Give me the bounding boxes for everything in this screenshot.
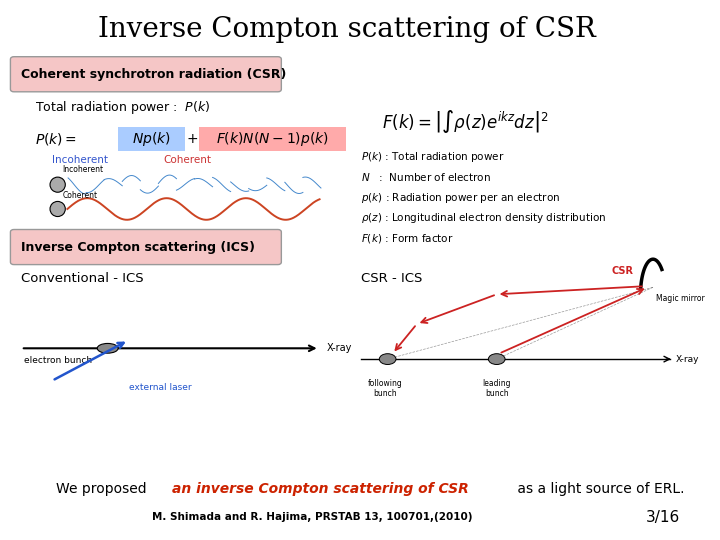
Text: $P(k)$ : Total radiation power: $P(k)$ : Total radiation power (361, 150, 505, 164)
Text: an inverse Compton scattering of CSR: an inverse Compton scattering of CSR (172, 482, 469, 496)
Text: Incoherent: Incoherent (52, 156, 108, 165)
Text: Conventional - ICS: Conventional - ICS (21, 272, 143, 285)
Text: $p(k)$ : Radiation power per an electron: $p(k)$ : Radiation power per an electron (361, 191, 561, 205)
Text: X-ray: X-ray (326, 343, 352, 353)
Text: electron bunch: electron bunch (24, 356, 92, 365)
Text: $F(k)$ : Form factor: $F(k)$ : Form factor (361, 232, 454, 245)
Text: as a light source of ERL.: as a light source of ERL. (513, 482, 684, 496)
Text: $F(k)N(N-1)p(k)$: $F(k)N(N-1)p(k)$ (216, 130, 329, 148)
FancyBboxPatch shape (199, 127, 346, 151)
Text: Magic mirror: Magic mirror (657, 294, 705, 302)
Text: Total radiation power :  $P(k)$: Total radiation power : $P(k)$ (35, 99, 210, 117)
FancyBboxPatch shape (10, 230, 282, 265)
Text: Coherent: Coherent (63, 191, 98, 200)
FancyBboxPatch shape (118, 127, 185, 151)
Text: CSR - ICS: CSR - ICS (361, 272, 423, 285)
Text: $\rho(z)$ : Longitudinal electron density distribution: $\rho(z)$ : Longitudinal electron densit… (361, 211, 606, 225)
Text: $Np(k)$: $Np(k)$ (132, 130, 171, 148)
Text: Coherent synchrotron radiation (CSR): Coherent synchrotron radiation (CSR) (21, 68, 287, 81)
Ellipse shape (488, 354, 505, 364)
Text: X-ray: X-ray (675, 355, 698, 363)
Text: Inverse Compton scattering of CSR: Inverse Compton scattering of CSR (99, 16, 596, 43)
FancyBboxPatch shape (10, 57, 282, 92)
Text: external laser: external laser (128, 383, 191, 392)
Text: $F(k) = \left|\int \rho(z)e^{ikz}dz\right|^2$: $F(k) = \left|\int \rho(z)e^{ikz}dz\righ… (382, 108, 549, 135)
Text: CSR: CSR (611, 266, 634, 276)
Text: Inverse Compton scattering (ICS): Inverse Compton scattering (ICS) (21, 240, 255, 254)
Text: leading
bunch: leading bunch (482, 379, 511, 399)
Ellipse shape (97, 343, 118, 353)
Text: We proposed: We proposed (55, 482, 150, 496)
Ellipse shape (379, 354, 396, 364)
Text: $+$: $+$ (186, 132, 198, 146)
Text: Coherent: Coherent (163, 156, 212, 165)
Text: $P(k) = $: $P(k) = $ (35, 131, 77, 147)
Text: M. Shimada and R. Hajima, PRSTAB 13, 100701,(2010): M. Shimada and R. Hajima, PRSTAB 13, 100… (153, 512, 473, 522)
Text: $N$   :  Number of electron: $N$ : Number of electron (361, 171, 491, 183)
Text: following
bunch: following bunch (368, 379, 403, 399)
Text: 3/16: 3/16 (646, 510, 680, 525)
Text: Incoherent: Incoherent (63, 165, 104, 174)
Ellipse shape (50, 201, 66, 217)
Ellipse shape (50, 177, 66, 192)
